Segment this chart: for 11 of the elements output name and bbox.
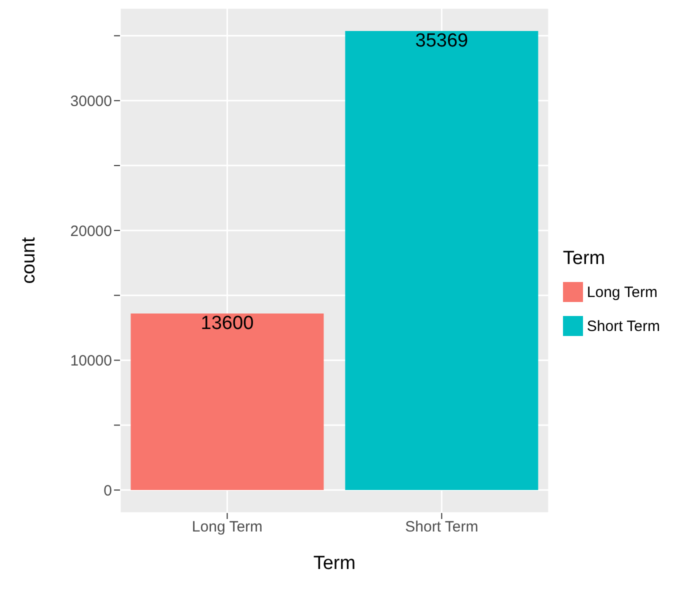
legend-title: Term (562, 248, 606, 270)
y-tick-label: 0 (104, 482, 112, 500)
legend-label: Long Term (586, 284, 658, 300)
y-tick-label: 20000 (70, 222, 112, 240)
data-label: 35369 (415, 30, 468, 52)
x-axis-title: Term (313, 553, 356, 574)
legend-label: Short Term (586, 318, 660, 334)
y-axis-title: count (18, 236, 40, 284)
y-tick-label: 30000 (70, 92, 112, 110)
data-label: 13600 (200, 313, 254, 334)
y-tick-label: 10000 (70, 352, 112, 370)
